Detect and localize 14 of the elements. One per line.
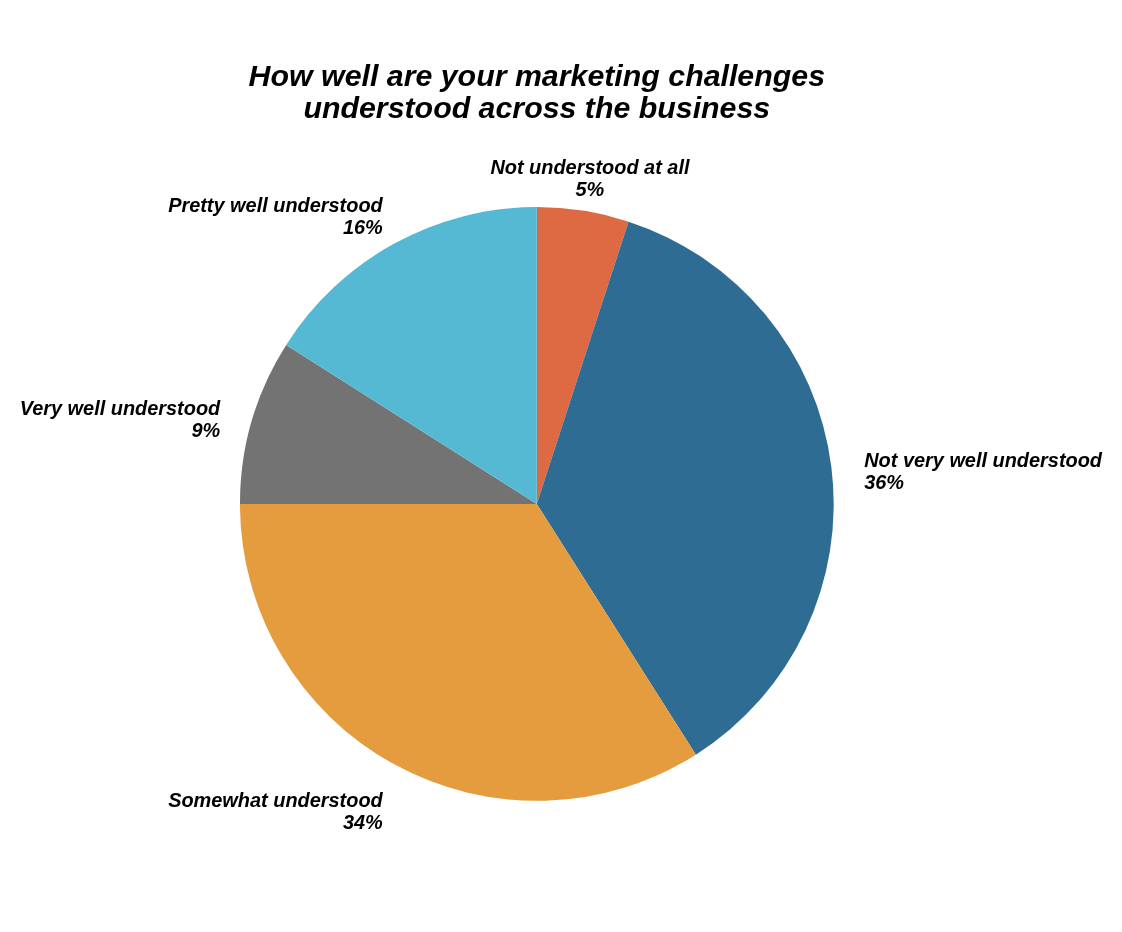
data-label: 36% xyxy=(864,470,905,493)
data-label: 5% xyxy=(575,178,605,201)
slice-label: Not very well understood xyxy=(864,449,1103,472)
slice-label: Very well understood xyxy=(19,396,222,419)
slice-label: Somewhat understood xyxy=(168,789,384,812)
pie-slice xyxy=(239,344,537,504)
data-label: 9% xyxy=(191,418,221,441)
slice-label: Pretty well understood xyxy=(168,194,384,217)
slice-label: Not understood at all xyxy=(490,156,690,179)
text: How well are your marketing challenges xyxy=(248,58,826,92)
pie-slice xyxy=(536,221,834,755)
data-label: 16% xyxy=(342,215,384,238)
pie-slice xyxy=(536,207,629,504)
data-label: 34% xyxy=(342,811,384,834)
